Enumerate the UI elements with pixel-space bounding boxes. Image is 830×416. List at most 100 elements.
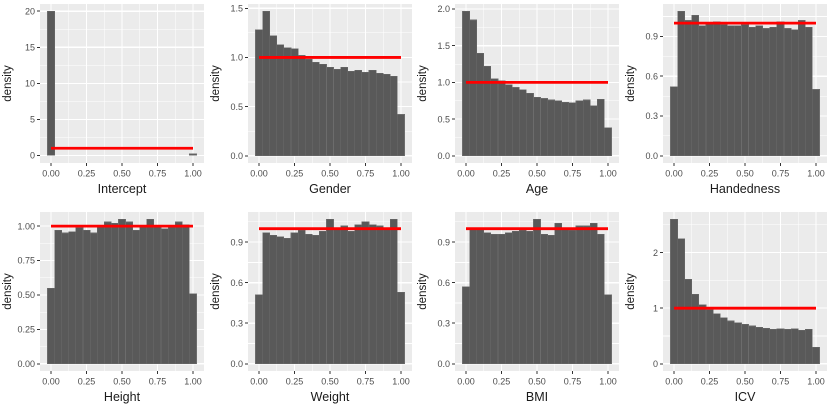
histogram-bar [548, 100, 555, 156]
histogram-bar [755, 26, 762, 156]
y-axis-label: density [210, 65, 222, 102]
histogram-bar [390, 76, 397, 156]
histogram-bar [255, 30, 262, 156]
histogram-bar [361, 221, 368, 363]
histogram-bar [590, 106, 597, 156]
histogram-bar [512, 88, 519, 156]
histogram-bar [791, 30, 798, 156]
histogram-bar [298, 230, 305, 364]
histogram-bar [189, 293, 196, 363]
histogram-bar [498, 234, 505, 364]
histogram-bar [769, 329, 776, 363]
histogram-bar [720, 24, 727, 155]
x-tick-label: 1.00 [599, 376, 617, 386]
x-tick-label: 0.50 [528, 376, 546, 386]
histogram-bar [691, 15, 698, 156]
x-tick-label: 0.75 [771, 169, 789, 179]
histogram-bar [347, 71, 354, 156]
histogram-bar [118, 219, 125, 364]
histogram-bar [798, 21, 805, 156]
x-tick-label: 0.75 [564, 169, 582, 179]
histogram-bar [369, 224, 376, 363]
y-tick-label: 1.00 [17, 221, 35, 231]
y-tick-label: 0.25 [17, 324, 35, 334]
x-tick-label: 0.25 [285, 376, 303, 386]
histogram-bar [684, 279, 691, 364]
histogram-bar [791, 328, 798, 363]
y-tick-label: 0.5 [437, 114, 450, 124]
histogram-bar [533, 97, 540, 156]
histogram-bar [477, 228, 484, 363]
y-tick-label: 0.0 [645, 151, 658, 161]
histogram-bar [705, 23, 712, 156]
histogram-bar [505, 232, 512, 363]
x-axis-label: Intercept [98, 182, 147, 196]
histogram-bar [90, 232, 97, 363]
histogram-bar [168, 226, 175, 364]
histogram-bar [548, 235, 555, 363]
histogram-bar [55, 230, 62, 364]
histogram-bar [713, 22, 720, 156]
y-tick-label: 0.6 [645, 71, 658, 81]
histogram-bar [776, 22, 783, 156]
histogram-bar [533, 219, 540, 364]
histogram-bar [340, 225, 347, 363]
y-tick-label: 0 [30, 151, 35, 161]
histogram-bar [798, 330, 805, 363]
histogram-bar [140, 226, 147, 364]
histogram-bar [189, 154, 196, 155]
histogram-bar [262, 232, 269, 363]
histogram-bar [276, 236, 283, 363]
histogram-bar [555, 101, 562, 156]
y-tick-label: 5 [30, 115, 35, 125]
histogram-bar [326, 67, 333, 155]
x-tick-label: 0.00 [250, 376, 268, 386]
x-tick-label: 1.00 [807, 169, 825, 179]
x-tick-label: 0.25 [285, 169, 303, 179]
x-tick-label: 0.00 [42, 376, 60, 386]
histogram-bar [776, 328, 783, 363]
x-tick-label: 0.00 [665, 376, 683, 386]
y-tick-label: 1.5 [437, 41, 450, 51]
y-tick-label: 1.0 [230, 53, 243, 63]
histogram-bar [720, 317, 727, 363]
histogram-bar [369, 70, 376, 156]
histogram-bar [812, 89, 819, 155]
histogram-bar [705, 309, 712, 363]
histogram-bar [670, 87, 677, 156]
histogram-bar [97, 226, 104, 364]
histogram-bar [748, 325, 755, 363]
histogram-bar [397, 292, 404, 364]
x-tick-label: 0.25 [700, 376, 718, 386]
y-tick-label: 0.9 [230, 237, 243, 247]
histogram-bar [604, 128, 611, 156]
x-tick-label: 0.00 [457, 376, 475, 386]
y-tick-label: 1.0 [437, 78, 450, 88]
histogram-bar [312, 235, 319, 363]
y-tick-label: 0.75 [17, 255, 35, 265]
histogram-bar [691, 294, 698, 363]
histogram-bar [505, 85, 512, 156]
y-tick-label: 0.3 [645, 111, 658, 121]
y-tick-label: 0.0 [230, 358, 243, 368]
histogram-bar [734, 322, 741, 363]
histogram-bar [470, 228, 477, 363]
x-tick-label: 0.00 [250, 169, 268, 179]
histogram-bar [562, 228, 569, 363]
histogram-bar [569, 230, 576, 364]
y-tick-label: 0.3 [230, 318, 243, 328]
y-tick-label: 0 [652, 358, 657, 368]
x-tick-label: 1.00 [392, 376, 410, 386]
x-tick-label: 0.00 [42, 169, 60, 179]
histogram-bar [111, 223, 118, 363]
